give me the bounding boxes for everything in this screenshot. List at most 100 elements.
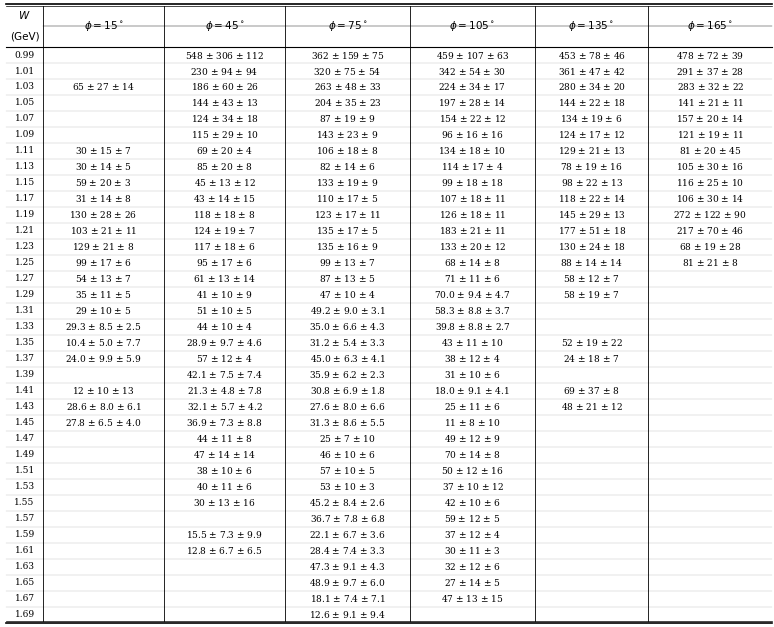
Text: 134 $\pm$ 18 $\pm$ 10: 134 $\pm$ 18 $\pm$ 10 (438, 145, 506, 157)
Text: 1.45: 1.45 (15, 418, 35, 427)
Text: 96 $\pm$ 16 $\pm$ 16: 96 $\pm$ 16 $\pm$ 16 (441, 129, 504, 140)
Text: $\phi=45^\circ$: $\phi=45^\circ$ (205, 19, 245, 33)
Text: 98 $\pm$ 22 $\pm$ 13: 98 $\pm$ 22 $\pm$ 13 (560, 177, 623, 189)
Text: 53 $\pm$ 10 $\pm$ 3: 53 $\pm$ 10 $\pm$ 3 (320, 481, 375, 492)
Text: 115 $\pm$ 29 $\pm$ 10: 115 $\pm$ 29 $\pm$ 10 (190, 129, 259, 140)
Text: 52 $\pm$ 19 $\pm$ 22: 52 $\pm$ 19 $\pm$ 22 (560, 337, 622, 349)
Text: 68 $\pm$ 19 $\pm$ 28: 68 $\pm$ 19 $\pm$ 28 (680, 241, 741, 253)
Text: 87 $\pm$ 13 $\pm$ 5: 87 $\pm$ 13 $\pm$ 5 (320, 273, 376, 285)
Text: 103 $\pm$ 21 $\pm$ 11: 103 $\pm$ 21 $\pm$ 11 (70, 225, 137, 236)
Text: 1.37: 1.37 (15, 354, 35, 363)
Text: $W$: $W$ (19, 9, 31, 21)
Text: 272 $\pm$ 122 $\pm$ 90: 272 $\pm$ 122 $\pm$ 90 (673, 209, 747, 221)
Text: 283 $\pm$ 32 $\pm$ 22: 283 $\pm$ 32 $\pm$ 22 (676, 82, 744, 93)
Text: 43 $\pm$ 11 $\pm$ 10: 43 $\pm$ 11 $\pm$ 10 (441, 337, 504, 349)
Text: 1.67: 1.67 (15, 594, 35, 603)
Text: 1.03: 1.03 (15, 83, 35, 92)
Text: 41 $\pm$ 10 $\pm$ 9: 41 $\pm$ 10 $\pm$ 9 (197, 289, 253, 300)
Text: 118 $\pm$ 18 $\pm$ 8: 118 $\pm$ 18 $\pm$ 8 (194, 209, 255, 221)
Text: 1.11: 1.11 (15, 147, 35, 155)
Text: 116 $\pm$ 25 $\pm$ 10: 116 $\pm$ 25 $\pm$ 10 (676, 177, 745, 189)
Text: 459 $\pm$ 107 $\pm$ 63: 459 $\pm$ 107 $\pm$ 63 (436, 50, 509, 61)
Text: 28.6 $\pm$ 8.0 $\pm$ 6.1: 28.6 $\pm$ 8.0 $\pm$ 6.1 (66, 401, 142, 413)
Text: 105 $\pm$ 30 $\pm$ 16: 105 $\pm$ 30 $\pm$ 16 (676, 161, 745, 172)
Text: 58.3 $\pm$ 8.8 $\pm$ 3.7: 58.3 $\pm$ 8.8 $\pm$ 3.7 (434, 305, 511, 317)
Text: 1.59: 1.59 (15, 530, 35, 539)
Text: 36.7 $\pm$ 7.8 $\pm$ 6.8: 36.7 $\pm$ 7.8 $\pm$ 6.8 (310, 513, 385, 524)
Text: 29 $\pm$ 10 $\pm$ 5: 29 $\pm$ 10 $\pm$ 5 (75, 305, 132, 317)
Text: 135 $\pm$ 16 $\pm$ 9: 135 $\pm$ 16 $\pm$ 9 (317, 241, 378, 253)
Text: 47.3 $\pm$ 9.1 $\pm$ 4.3: 47.3 $\pm$ 9.1 $\pm$ 4.3 (310, 561, 385, 572)
Text: 47 $\pm$ 10 $\pm$ 4: 47 $\pm$ 10 $\pm$ 4 (319, 289, 376, 300)
Text: 37 $\pm$ 10 $\pm$ 12: 37 $\pm$ 10 $\pm$ 12 (441, 481, 503, 492)
Text: 47 $\pm$ 14 $\pm$ 14: 47 $\pm$ 14 $\pm$ 14 (194, 449, 256, 460)
Text: 121 $\pm$ 19 $\pm$ 11: 121 $\pm$ 19 $\pm$ 11 (676, 129, 744, 140)
Text: 1.21: 1.21 (15, 226, 35, 235)
Text: 1.51: 1.51 (15, 466, 35, 475)
Text: 49.2 $\pm$ 9.0 $\pm$ 3.1: 49.2 $\pm$ 9.0 $\pm$ 3.1 (310, 305, 385, 317)
Text: 1.49: 1.49 (15, 450, 35, 459)
Text: 1.19: 1.19 (15, 211, 35, 219)
Text: 130 $\pm$ 28 $\pm$ 26: 130 $\pm$ 28 $\pm$ 26 (70, 209, 138, 221)
Text: 453 $\pm$ 78 $\pm$ 46: 453 $\pm$ 78 $\pm$ 46 (557, 50, 625, 61)
Text: 1.25: 1.25 (15, 258, 35, 267)
Text: 144 $\pm$ 43 $\pm$ 13: 144 $\pm$ 43 $\pm$ 13 (190, 97, 259, 108)
Text: 39.8 $\pm$ 8.8 $\pm$ 2.7: 39.8 $\pm$ 8.8 $\pm$ 2.7 (434, 321, 510, 332)
Text: 87 $\pm$ 19 $\pm$ 9: 87 $\pm$ 19 $\pm$ 9 (319, 113, 376, 125)
Text: 145 $\pm$ 29 $\pm$ 13: 145 $\pm$ 29 $\pm$ 13 (558, 209, 625, 221)
Text: 123 $\pm$ 17 $\pm$ 11: 123 $\pm$ 17 $\pm$ 11 (314, 209, 382, 221)
Text: 135 $\pm$ 17 $\pm$ 5: 135 $\pm$ 17 $\pm$ 5 (317, 225, 378, 236)
Text: $\phi=75^\circ$: $\phi=75^\circ$ (327, 19, 368, 33)
Text: 1.39: 1.39 (15, 371, 35, 379)
Text: 38 $\pm$ 12 $\pm$ 4: 38 $\pm$ 12 $\pm$ 4 (444, 353, 501, 364)
Text: 45.0 $\pm$ 6.3 $\pm$ 4.1: 45.0 $\pm$ 6.3 $\pm$ 4.1 (310, 353, 385, 364)
Text: (GeV): (GeV) (10, 31, 39, 41)
Text: 85 $\pm$ 20 $\pm$ 8: 85 $\pm$ 20 $\pm$ 8 (197, 161, 253, 172)
Text: 186 $\pm$ 60 $\pm$ 26: 186 $\pm$ 60 $\pm$ 26 (190, 82, 259, 93)
Text: 82 $\pm$ 14 $\pm$ 6: 82 $\pm$ 14 $\pm$ 6 (319, 161, 376, 172)
Text: 54 $\pm$ 13 $\pm$ 7: 54 $\pm$ 13 $\pm$ 7 (75, 273, 132, 285)
Text: 1.57: 1.57 (15, 514, 35, 523)
Text: 204 $\pm$ 35 $\pm$ 23: 204 $\pm$ 35 $\pm$ 23 (313, 97, 382, 108)
Text: 1.63: 1.63 (15, 562, 35, 571)
Text: 126 $\pm$ 18 $\pm$ 11: 126 $\pm$ 18 $\pm$ 11 (439, 209, 506, 221)
Text: 117 $\pm$ 18 $\pm$ 6: 117 $\pm$ 18 $\pm$ 6 (194, 241, 255, 253)
Text: 58 $\pm$ 12 $\pm$ 7: 58 $\pm$ 12 $\pm$ 7 (563, 273, 620, 285)
Text: $\phi=15^\circ$: $\phi=15^\circ$ (84, 19, 123, 33)
Text: 99 $\pm$ 13 $\pm$ 7: 99 $\pm$ 13 $\pm$ 7 (320, 257, 376, 268)
Text: 35.0 $\pm$ 6.6 $\pm$ 4.3: 35.0 $\pm$ 6.6 $\pm$ 4.3 (310, 321, 385, 332)
Text: 1.53: 1.53 (15, 482, 35, 491)
Text: 45.2 $\pm$ 8.4 $\pm$ 2.6: 45.2 $\pm$ 8.4 $\pm$ 2.6 (310, 497, 385, 508)
Text: 58 $\pm$ 19 $\pm$ 7: 58 $\pm$ 19 $\pm$ 7 (563, 289, 620, 300)
Text: 177 $\pm$ 51 $\pm$ 18: 177 $\pm$ 51 $\pm$ 18 (557, 225, 625, 236)
Text: 133 $\pm$ 19 $\pm$ 9: 133 $\pm$ 19 $\pm$ 9 (317, 177, 378, 189)
Text: 1.29: 1.29 (15, 290, 35, 299)
Text: 38 $\pm$ 10 $\pm$ 6: 38 $\pm$ 10 $\pm$ 6 (197, 465, 253, 477)
Text: 36.9 $\pm$ 7.3 $\pm$ 8.8: 36.9 $\pm$ 7.3 $\pm$ 8.8 (187, 417, 262, 428)
Text: 35 $\pm$ 11 $\pm$ 5: 35 $\pm$ 11 $\pm$ 5 (75, 289, 132, 300)
Text: 81 $\pm$ 20 $\pm$ 45: 81 $\pm$ 20 $\pm$ 45 (680, 145, 741, 157)
Text: 1.15: 1.15 (15, 179, 35, 187)
Text: 68 $\pm$ 14 $\pm$ 8: 68 $\pm$ 14 $\pm$ 8 (444, 257, 501, 268)
Text: 1.31: 1.31 (15, 307, 35, 315)
Text: 106 $\pm$ 18 $\pm$ 8: 106 $\pm$ 18 $\pm$ 8 (317, 145, 378, 157)
Text: 10.4 $\pm$ 5.0 $\pm$ 7.7: 10.4 $\pm$ 5.0 $\pm$ 7.7 (65, 337, 142, 349)
Text: 1.13: 1.13 (15, 162, 35, 171)
Text: 57 $\pm$ 10 $\pm$ 5: 57 $\pm$ 10 $\pm$ 5 (320, 465, 375, 477)
Text: 71 $\pm$ 11 $\pm$ 6: 71 $\pm$ 11 $\pm$ 6 (444, 273, 501, 285)
Text: 1.01: 1.01 (15, 66, 35, 75)
Text: 478 $\pm$ 72 $\pm$ 39: 478 $\pm$ 72 $\pm$ 39 (676, 50, 745, 61)
Text: 133 $\pm$ 20 $\pm$ 12: 133 $\pm$ 20 $\pm$ 12 (439, 241, 506, 253)
Text: 0.99: 0.99 (15, 51, 35, 60)
Text: 1.65: 1.65 (15, 578, 35, 587)
Text: 49 $\pm$ 12 $\pm$ 9: 49 $\pm$ 12 $\pm$ 9 (444, 433, 501, 445)
Text: 143 $\pm$ 23 $\pm$ 9: 143 $\pm$ 23 $\pm$ 9 (317, 129, 378, 140)
Text: 106 $\pm$ 30 $\pm$ 14: 106 $\pm$ 30 $\pm$ 14 (676, 193, 745, 204)
Text: 1.07: 1.07 (15, 115, 35, 124)
Text: 32.1 $\pm$ 5.7 $\pm$ 4.2: 32.1 $\pm$ 5.7 $\pm$ 4.2 (187, 401, 262, 413)
Text: 118 $\pm$ 22 $\pm$ 14: 118 $\pm$ 22 $\pm$ 14 (557, 193, 625, 204)
Text: 22.1 $\pm$ 6.7 $\pm$ 3.6: 22.1 $\pm$ 6.7 $\pm$ 3.6 (310, 529, 386, 540)
Text: 110 $\pm$ 17 $\pm$ 5: 110 $\pm$ 17 $\pm$ 5 (317, 193, 378, 204)
Text: 124 $\pm$ 34 $\pm$ 18: 124 $\pm$ 34 $\pm$ 18 (190, 113, 259, 125)
Text: 31 $\pm$ 14 $\pm$ 8: 31 $\pm$ 14 $\pm$ 8 (75, 193, 132, 204)
